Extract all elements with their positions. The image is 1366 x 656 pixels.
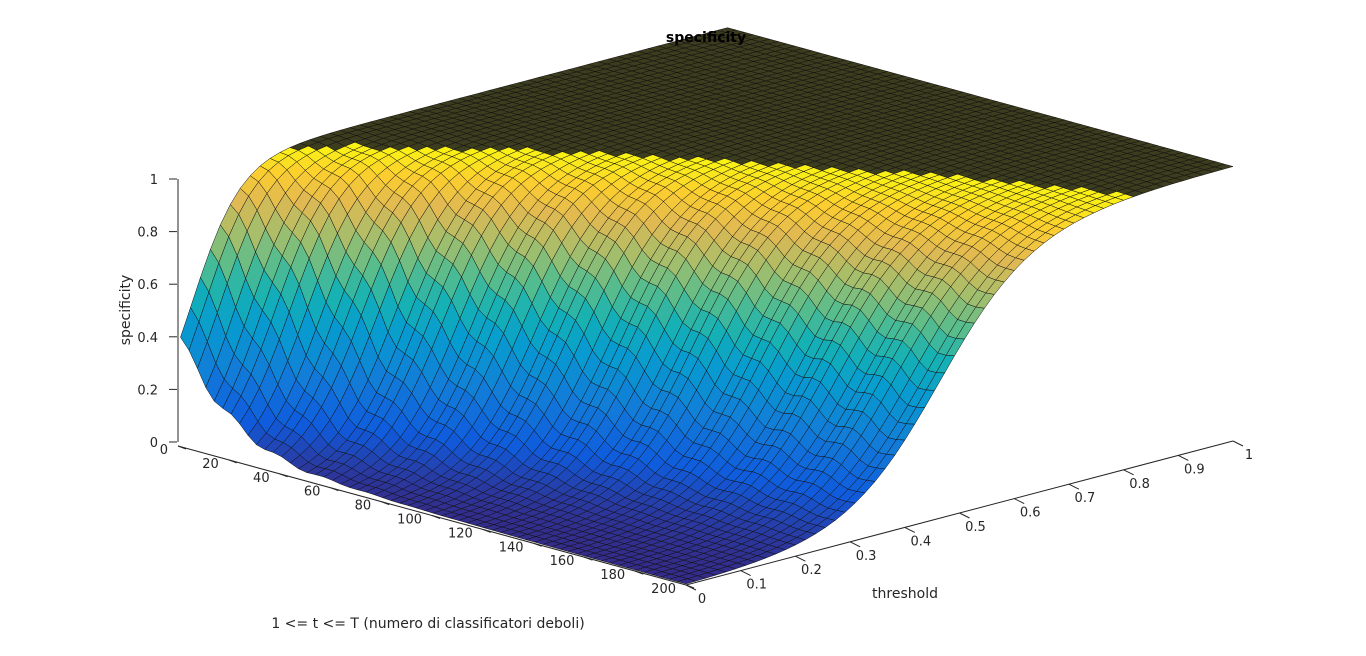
z-tick-label: 0 xyxy=(150,436,158,451)
z-axis-label: specificity xyxy=(118,275,134,346)
y-tick-mark xyxy=(959,512,970,519)
x-tick-mark xyxy=(228,459,237,464)
x-tick-label: 0 xyxy=(160,443,168,458)
y-tick-label: 0.6 xyxy=(1020,506,1041,521)
y-tick-label: 0.1 xyxy=(746,578,767,593)
z-tick-label: 1 xyxy=(150,173,158,188)
z-tick-label: 0.2 xyxy=(137,383,158,398)
chart-title: specificity xyxy=(666,30,746,46)
y-tick-label: 0.2 xyxy=(801,563,822,578)
y-tick-label: 0.5 xyxy=(965,520,986,535)
x-axis-label: 1 <= t <= T (numero di classificatori de… xyxy=(271,616,584,632)
x-tick-label: 80 xyxy=(355,499,372,514)
y-tick-label: 0 xyxy=(698,592,706,607)
x-tick-mark xyxy=(584,556,593,561)
y-tick-mark xyxy=(685,584,697,591)
surface-mesh xyxy=(180,27,1234,585)
y-tick-label: 0.4 xyxy=(910,534,931,549)
x-tick-mark xyxy=(381,501,390,506)
x-tick-mark xyxy=(635,570,644,575)
y-tick-mark xyxy=(849,541,861,548)
z-tick-label: 0.6 xyxy=(137,278,158,293)
y-tick-mark xyxy=(740,570,751,577)
y-tick-label: 0.3 xyxy=(856,549,877,564)
axes: 0 20 40 60 80 100 120 140 160 180 200 0 0.1 0.2 0.3 0.4… xyxy=(137,173,1253,607)
y-tick-mark xyxy=(1178,454,1189,461)
x-tick-label: 40 xyxy=(253,471,270,486)
surface-patch xyxy=(676,578,697,585)
y-axis-label: threshold xyxy=(872,586,938,602)
y-tick-label: 0.8 xyxy=(1129,477,1150,492)
x-tick-label: 20 xyxy=(202,457,219,472)
y-tick-mark xyxy=(1013,498,1025,505)
x-tick-label: 120 xyxy=(448,526,473,541)
y-tick-mark xyxy=(1068,483,1080,490)
y-tick-mark xyxy=(795,555,806,562)
y-tick-mark xyxy=(1123,469,1134,476)
z-tick-label: 0.4 xyxy=(137,331,158,346)
z-tick-label: 0.8 xyxy=(137,226,158,241)
x-tick-label: 200 xyxy=(651,582,676,597)
x-tick-mark xyxy=(279,473,288,478)
x-tick-mark xyxy=(482,528,491,533)
x-tick-label: 160 xyxy=(550,554,575,569)
x-tick-mark xyxy=(177,445,187,450)
x-tick-label: 60 xyxy=(304,485,321,500)
x-tick-mark xyxy=(330,487,339,492)
x-tick-label: 100 xyxy=(397,513,422,528)
x-tick-mark xyxy=(533,542,542,547)
x-tick-label: 140 xyxy=(499,540,524,555)
y-tick-mark xyxy=(1232,440,1244,447)
y-tick-label: 0.7 xyxy=(1075,491,1096,506)
x-tick-mark xyxy=(431,515,441,519)
y-tick-mark xyxy=(904,526,916,533)
y-tick-label: 0.9 xyxy=(1184,462,1205,477)
x-tick-label: 180 xyxy=(600,568,625,583)
y-tick-label: 1 xyxy=(1245,448,1253,463)
